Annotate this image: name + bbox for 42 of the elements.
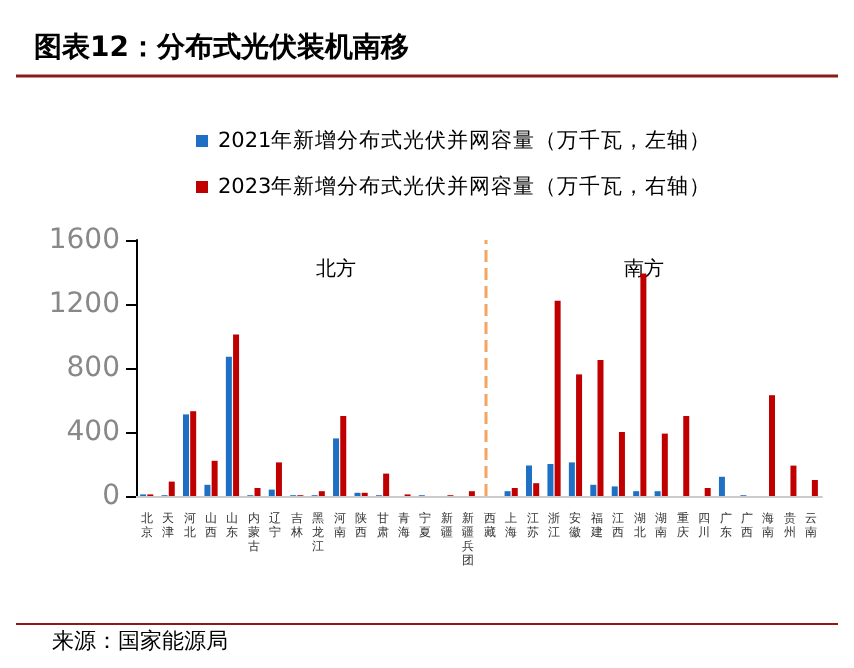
bar	[568, 462, 575, 496]
bar	[547, 464, 554, 496]
chart-title: 图表12：分布式光伏装机南移	[34, 32, 409, 64]
bar	[811, 480, 818, 496]
bar	[718, 476, 725, 496]
legend-label: 2023年新增分布式光伏并网容量（万千瓦，右轴）	[218, 173, 712, 199]
annotation: 南方	[624, 257, 664, 281]
bar	[333, 438, 340, 496]
bar	[590, 484, 597, 496]
bar	[225, 356, 232, 496]
y-tick-label: 1600	[48, 224, 120, 256]
bar	[533, 483, 540, 496]
source-note: 来源：国家能源局	[52, 628, 228, 654]
y-tick-label: 0	[102, 480, 120, 512]
bar	[661, 433, 668, 496]
bar	[383, 473, 390, 496]
bar	[254, 488, 261, 496]
bar	[204, 484, 211, 496]
bar	[211, 460, 218, 496]
bar	[611, 486, 618, 496]
bar	[576, 374, 583, 496]
bar	[168, 481, 175, 496]
bar	[790, 465, 797, 496]
bar	[769, 395, 776, 496]
bar	[511, 488, 518, 496]
annotation: 北方	[316, 257, 356, 281]
y-tick-label: 1200	[48, 288, 120, 320]
legend-label: 2021年新增分布式光伏并网容量（万千瓦，左轴）	[218, 127, 712, 153]
bar	[704, 488, 711, 496]
bar	[182, 414, 189, 496]
bar	[525, 465, 532, 496]
bar	[618, 432, 625, 496]
bar	[554, 300, 561, 496]
y-tick-label: 800	[66, 352, 120, 384]
bar	[275, 462, 282, 496]
bar	[597, 360, 604, 496]
bar	[340, 416, 347, 496]
bar	[190, 411, 197, 496]
bar	[683, 416, 690, 496]
bar	[268, 489, 275, 496]
y-tick-label: 400	[66, 416, 120, 448]
bar	[233, 334, 240, 496]
